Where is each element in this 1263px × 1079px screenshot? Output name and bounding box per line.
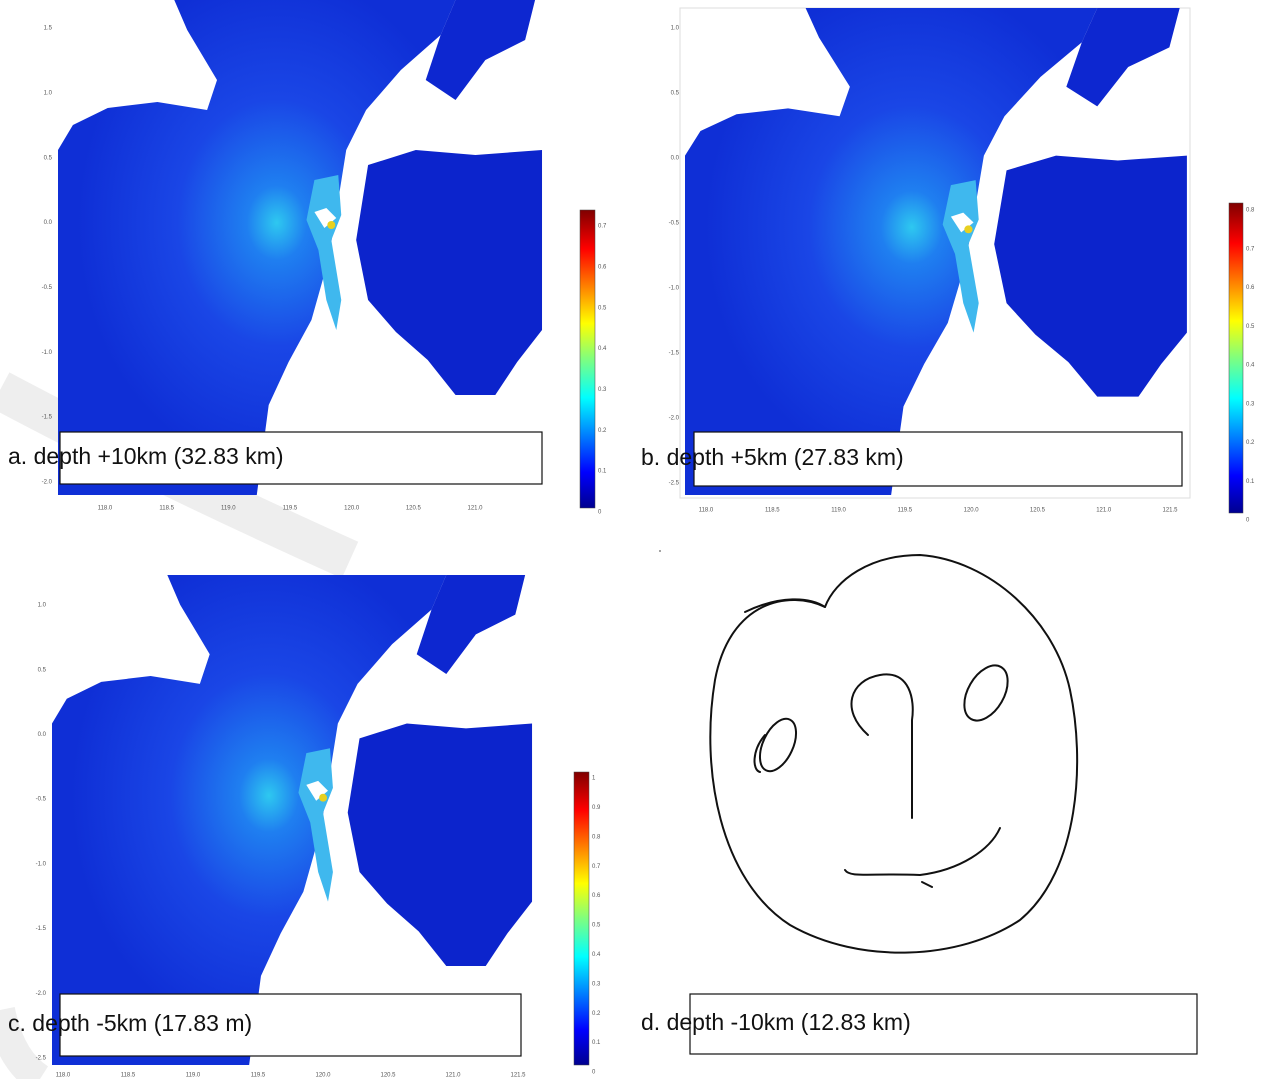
colorbar-tick-label: 0.7 — [592, 864, 601, 870]
colorbar-tick-label: 0.7 — [1246, 246, 1255, 252]
x-tick-label: 119.5 — [251, 1073, 266, 1079]
y-tick-label: 0.0 — [671, 156, 680, 162]
colorbar-tick-label: 0.6 — [592, 893, 601, 899]
y-tick-label: 0.0 — [44, 220, 53, 226]
face-drawing — [710, 555, 1077, 953]
colorbar-tick-label: 0 — [598, 510, 602, 516]
y-tick-label: 0.5 — [44, 155, 53, 161]
y-tick-label: -2.0 — [42, 480, 53, 486]
colorbar-tick-label: 0.2 — [598, 428, 607, 434]
y-tick-label: -2.5 — [669, 481, 680, 487]
y-tick-label: -0.5 — [669, 221, 680, 227]
colorbar-tick-label: 0.5 — [1246, 324, 1255, 330]
colorbar-tick-label: 0.1 — [598, 469, 607, 475]
y-tick-label: -1.0 — [42, 350, 53, 356]
x-tick-label: 118.0 — [98, 506, 113, 512]
caption: c. depth -5km (17.83 m) — [8, 1010, 252, 1036]
y-tick-label: -1.0 — [36, 861, 47, 867]
figure: 1.51.00.50.0-0.5-1.0-1.5-2.0118.0118.511… — [0, 0, 1263, 1079]
x-tick-label: 119.5 — [898, 508, 913, 514]
caption: d. depth -10km (12.83 km) — [641, 1009, 911, 1035]
colorbar-tick-label: 0.3 — [1246, 401, 1255, 407]
y-tick-label: 0.5 — [38, 667, 47, 673]
x-tick-label: 120.0 — [964, 508, 980, 514]
y-tick-label: -1.0 — [669, 286, 680, 292]
map — [58, 0, 542, 495]
colorbar-tick-label: 0.6 — [1246, 285, 1255, 291]
x-tick-label: 118.0 — [56, 1073, 71, 1079]
colorbar-tick-label: 0.2 — [1246, 440, 1255, 446]
x-tick-label: 121.5 — [510, 1073, 526, 1079]
x-tick-label: 119.0 — [221, 506, 236, 512]
map — [685, 8, 1187, 495]
colorbar-tick-label: 0.2 — [592, 1011, 601, 1017]
dot — [659, 550, 661, 552]
x-tick-label: 120.5 — [1030, 508, 1046, 514]
y-tick-label: 0.5 — [671, 91, 680, 97]
colorbar-tick-label: 0.5 — [592, 923, 601, 929]
colorbar-tick-label: 0 — [592, 1070, 596, 1076]
x-tick-label: 120.5 — [380, 1073, 396, 1079]
y-tick-label: -1.5 — [36, 926, 47, 932]
colorbar-tick-label: 0.4 — [592, 952, 601, 958]
y-tick-label: 1.0 — [38, 603, 47, 609]
x-tick-label: 118.5 — [121, 1073, 136, 1079]
x-tick-label: 118.0 — [699, 508, 714, 514]
x-tick-label: 120.5 — [406, 506, 422, 512]
y-tick-label: -1.5 — [669, 351, 680, 357]
colorbar-tick-label: 0.3 — [592, 981, 601, 987]
colorbar-tick-label: 0.6 — [598, 264, 607, 270]
x-tick-label: 120.0 — [344, 506, 360, 512]
colorbar-tick-label: 0.8 — [1246, 208, 1255, 214]
x-tick-label: 120.0 — [315, 1073, 331, 1079]
x-tick-label: 119.0 — [831, 508, 846, 514]
x-tick-label: 118.5 — [765, 508, 780, 514]
y-tick-label: 1.0 — [44, 90, 53, 96]
x-tick-label: 121.0 — [467, 506, 483, 512]
colorbar-tick-label: 0.4 — [598, 346, 607, 352]
caption: a. depth +10km (32.83 km) — [8, 443, 284, 469]
x-tick-label: 118.5 — [159, 506, 174, 512]
y-tick-label: -2.0 — [669, 416, 680, 422]
y-tick-label: -1.5 — [42, 415, 53, 421]
colorbar-tick-label: 0.3 — [598, 387, 607, 393]
colorbar-tick-label: 1 — [592, 776, 596, 782]
colorbar — [574, 772, 589, 1065]
y-tick-label: 0.0 — [38, 732, 47, 738]
colorbar-tick-label: 0.1 — [592, 1040, 601, 1046]
x-tick-label: 119.0 — [186, 1073, 201, 1079]
y-tick-label: 1.0 — [671, 26, 680, 32]
y-tick-label: 1.5 — [44, 26, 53, 32]
x-tick-label: 121.0 — [445, 1073, 461, 1079]
colorbar-tick-label: 0.9 — [592, 805, 601, 811]
colorbar — [580, 210, 595, 508]
y-tick-label: -2.5 — [36, 1056, 47, 1062]
colorbar — [1229, 203, 1243, 513]
y-tick-label: -0.5 — [36, 797, 47, 803]
colorbar-tick-label: 0.8 — [592, 834, 601, 840]
caption: b. depth +5km (27.83 km) — [641, 444, 904, 470]
colorbar-tick-label: 0.7 — [598, 224, 607, 230]
y-tick-label: -2.0 — [36, 991, 47, 997]
x-tick-label: 121.5 — [1162, 508, 1178, 514]
y-tick-label: -0.5 — [42, 285, 53, 291]
colorbar-tick-label: 0.1 — [1246, 479, 1255, 485]
map — [52, 575, 532, 1065]
colorbar-tick-label: 0.4 — [1246, 363, 1255, 369]
x-tick-label: 119.5 — [283, 506, 298, 512]
colorbar-tick-label: 0 — [1246, 518, 1250, 524]
x-tick-label: 121.0 — [1096, 508, 1112, 514]
colorbar-tick-label: 0.5 — [598, 305, 607, 311]
